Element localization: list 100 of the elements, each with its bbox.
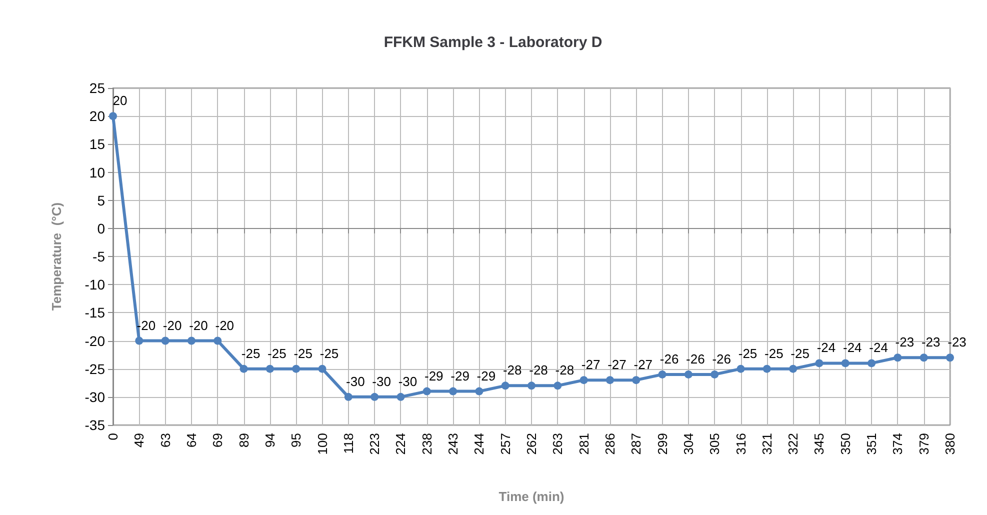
x-tick-label: 281 xyxy=(576,433,592,455)
data-label: -30 xyxy=(398,374,418,389)
x-tick-label: 287 xyxy=(628,433,644,455)
data-label: -29 xyxy=(424,368,444,384)
data-label: -27 xyxy=(634,357,653,372)
point xyxy=(370,392,379,401)
y-tick-label: -15 xyxy=(84,304,106,321)
data-label: -24 xyxy=(869,340,888,356)
data-label: -28 xyxy=(529,362,548,378)
y-tick-label: 0 xyxy=(97,220,106,236)
point xyxy=(240,364,248,373)
x-tick-label: 238 xyxy=(419,433,434,455)
x-tick-label: 49 xyxy=(132,433,147,448)
point xyxy=(449,387,458,396)
data-label: -20 xyxy=(189,318,208,333)
data-label: -24 xyxy=(816,340,836,356)
data-label: -28 xyxy=(555,362,574,378)
x-tick-label: 321 xyxy=(759,433,774,455)
chart-title: FFKM Sample 3 - Laboratory D xyxy=(384,34,602,51)
x-tick-label: 262 xyxy=(524,433,539,455)
point xyxy=(292,364,300,373)
data-label: -20 xyxy=(215,318,234,333)
x-tick-label: 69 xyxy=(210,433,226,448)
data-label: -30 xyxy=(346,374,365,389)
point xyxy=(187,336,196,345)
y-tick-label: -10 xyxy=(84,276,106,293)
point xyxy=(658,370,666,378)
x-tick-label: 0 xyxy=(106,433,120,440)
x-tick-label: 304 xyxy=(680,433,696,455)
data-label: -25 xyxy=(268,346,286,361)
data-label: -23 xyxy=(948,334,966,350)
x-tick-label: 374 xyxy=(890,433,906,455)
y-tick-label: 5 xyxy=(97,192,106,208)
x-tick-label: 95 xyxy=(288,433,304,448)
x-tick-label: 351 xyxy=(864,433,880,455)
point xyxy=(109,112,117,120)
point xyxy=(318,364,326,373)
point xyxy=(684,370,692,378)
point xyxy=(736,364,745,373)
data-label: -23 xyxy=(921,334,940,350)
x-tick-label: 118 xyxy=(340,433,356,454)
point xyxy=(422,387,431,396)
x-tick-label: 305 xyxy=(707,433,722,455)
y-tick-label: -25 xyxy=(84,360,106,377)
data-label: -26 xyxy=(712,351,731,366)
data-label: -25 xyxy=(738,346,758,361)
point xyxy=(475,387,484,396)
x-axis-title: Time (min) xyxy=(498,489,564,504)
y-tick-label: 20 xyxy=(89,108,106,124)
x-tick-label: 350 xyxy=(838,433,853,455)
y-tick-label: 10 xyxy=(89,164,106,180)
x-tick-label: 379 xyxy=(916,433,932,455)
data-label: -27 xyxy=(608,357,626,372)
point xyxy=(606,376,614,384)
y-tick-label: -35 xyxy=(84,417,106,433)
x-tick-label: 257 xyxy=(498,433,513,455)
data-label: -25 xyxy=(320,346,339,361)
x-tick-label: 63 xyxy=(158,433,173,448)
point xyxy=(632,376,640,384)
point xyxy=(161,336,170,345)
y-tick-label: -30 xyxy=(84,388,106,405)
point xyxy=(396,392,405,401)
x-tick-label: 316 xyxy=(733,433,748,455)
data-label: -25 xyxy=(790,346,810,361)
y-tick-label: 15 xyxy=(89,136,106,152)
data-label: -23 xyxy=(895,334,914,350)
point xyxy=(214,336,222,345)
data-label: 20 xyxy=(112,93,128,108)
x-tick-label: 223 xyxy=(367,433,382,455)
point xyxy=(841,359,850,368)
y-tick-label: 25 xyxy=(89,80,106,96)
point xyxy=(789,364,798,373)
x-tick-label: 89 xyxy=(236,433,252,448)
x-tick-label: 380 xyxy=(942,433,958,455)
data-label: -24 xyxy=(842,340,862,356)
x-tick-label: 94 xyxy=(262,433,278,448)
data-label: -27 xyxy=(581,357,600,372)
data-label: -25 xyxy=(241,346,260,361)
x-tick-label: 224 xyxy=(393,433,408,455)
data-label: -20 xyxy=(162,318,182,333)
point xyxy=(266,364,274,373)
point xyxy=(580,376,588,384)
y-axis-title: Temperature (°C) xyxy=(49,202,64,311)
x-tick-label: 100 xyxy=(314,433,330,455)
data-label: -26 xyxy=(686,351,705,366)
x-tick-label: 244 xyxy=(472,433,487,455)
data-label: -28 xyxy=(502,362,522,378)
point xyxy=(528,382,536,390)
y-tick-label: -20 xyxy=(84,332,106,349)
point xyxy=(815,359,824,368)
data-label: -26 xyxy=(660,351,679,366)
x-tick-label: 286 xyxy=(602,433,618,455)
point xyxy=(710,370,719,378)
point xyxy=(554,382,562,390)
point xyxy=(946,354,954,362)
x-tick-label: 345 xyxy=(812,433,827,455)
point xyxy=(344,392,352,401)
x-tick-label: 263 xyxy=(550,433,566,455)
data-label: -30 xyxy=(372,374,391,389)
point xyxy=(868,359,876,368)
